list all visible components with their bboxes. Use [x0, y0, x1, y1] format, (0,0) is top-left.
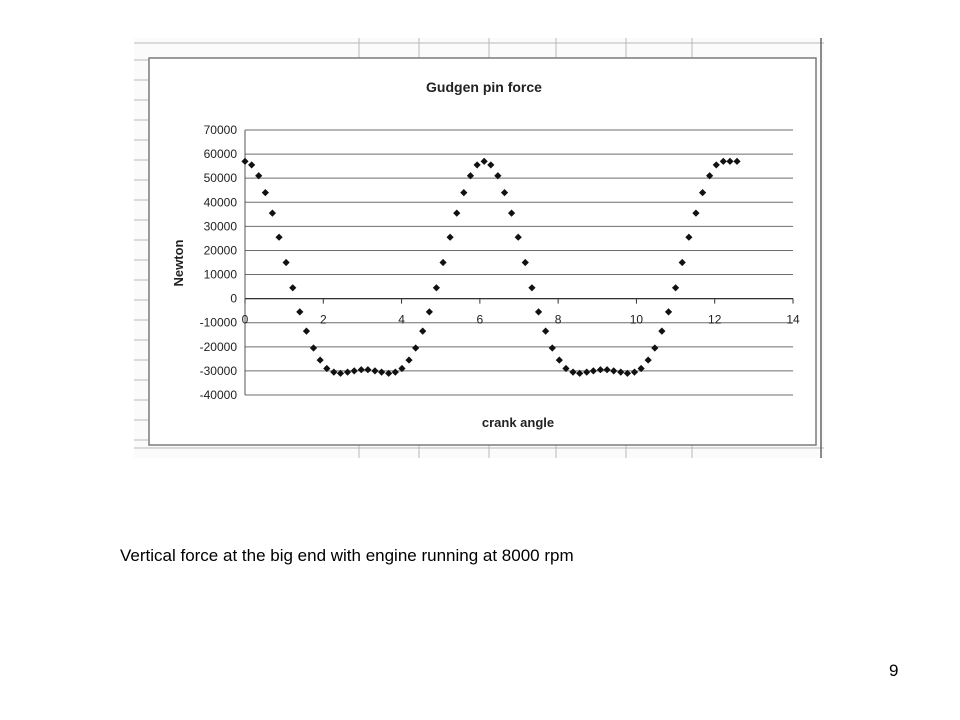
x-tick-label: 2 — [320, 313, 327, 327]
data-point — [630, 368, 639, 376]
chart-area — [148, 57, 817, 446]
y-tick-label: 20000 — [204, 243, 238, 257]
scanned-chart: 70000 60000 50000 40000 30000 20000 10000 0 -100… — [134, 38, 824, 458]
slide-caption: Vertical force at the big end with engin… — [120, 546, 574, 565]
y-tick-label: -20000 — [200, 340, 238, 354]
data-point — [733, 157, 741, 165]
data-point — [521, 258, 529, 267]
data-point — [466, 172, 475, 180]
x-tick-label: 6 — [477, 313, 484, 327]
data-point — [309, 344, 318, 352]
data-point — [678, 258, 686, 267]
x-tick-label: 10 — [630, 313, 644, 327]
data-point — [726, 157, 734, 165]
data-point — [419, 327, 427, 335]
data-point — [685, 233, 693, 241]
y-tick-label: -40000 — [200, 388, 238, 402]
data-point — [603, 366, 611, 374]
y-tick-labels: 70000 60000 50000 40000 30000 20000 10000 0 -100… — [200, 123, 238, 402]
data-point — [460, 189, 468, 197]
x-tick-marks — [244, 298, 794, 304]
data-point — [555, 356, 563, 364]
x-tick-label: 14 — [786, 313, 800, 327]
data-point — [398, 364, 406, 373]
data-point — [391, 368, 399, 376]
data-point — [671, 284, 680, 292]
data-point — [371, 367, 379, 375]
data-point — [364, 366, 372, 374]
data-point — [453, 209, 461, 217]
data-point — [623, 369, 632, 377]
data-point — [282, 258, 290, 267]
data-point — [569, 368, 577, 376]
data-point — [617, 368, 625, 376]
data-point — [596, 366, 605, 374]
data-point — [610, 367, 618, 375]
y-tick-label: 70000 — [204, 123, 238, 137]
y-tick-label: -10000 — [200, 316, 238, 330]
chart: 70000 60000 50000 40000 30000 20000 10000 0 -100… — [134, 38, 824, 458]
x-axis-label: crank angle — [482, 415, 554, 430]
data-point — [412, 344, 420, 352]
y-tick-label: -30000 — [200, 364, 238, 378]
y-tick-label: 60000 — [204, 147, 238, 161]
data-point — [494, 172, 502, 180]
data-point — [500, 189, 509, 197]
data-point — [576, 369, 584, 377]
data-point — [644, 356, 652, 364]
x-tick-label: 8 — [555, 313, 562, 327]
data-point — [446, 233, 454, 241]
y-axis-label: Newton — [171, 239, 186, 286]
data-point — [296, 308, 304, 316]
x-tick-label: 12 — [708, 313, 722, 327]
data-point — [692, 209, 700, 217]
data-point — [589, 367, 597, 375]
data-point — [542, 327, 550, 335]
data-point — [385, 369, 393, 377]
y-tick-label: 0 — [230, 292, 237, 306]
data-point — [241, 157, 249, 165]
data-point — [583, 368, 591, 376]
data-point — [425, 308, 433, 316]
chart-title: Gudgen pin force — [426, 79, 542, 95]
data-point — [664, 308, 673, 316]
x-tick-label: 0 — [242, 313, 249, 327]
data-point — [473, 161, 481, 169]
data-point — [507, 209, 516, 217]
data-point — [405, 356, 413, 364]
y-tick-label: 40000 — [204, 195, 238, 209]
data-point — [637, 364, 645, 373]
data-point — [651, 344, 659, 352]
data-point — [719, 157, 727, 165]
data-point — [658, 327, 666, 335]
y-tick-label: 10000 — [204, 268, 238, 282]
data-point — [248, 161, 256, 169]
y-tick-label: 30000 — [204, 219, 238, 233]
data-point — [439, 258, 447, 267]
data-point — [480, 157, 488, 165]
y-tick-label: 50000 — [204, 171, 238, 185]
data-point — [487, 161, 495, 169]
data-point — [706, 172, 714, 180]
data-point — [316, 356, 324, 364]
data-point — [698, 189, 707, 197]
data-point — [548, 344, 556, 352]
page-number: 9 — [889, 661, 899, 680]
data-point — [514, 233, 522, 241]
data-point — [357, 366, 365, 374]
x-tick-labels: 0 2 4 6 8 10 12 14 — [242, 313, 800, 327]
data-point — [712, 161, 720, 169]
x-tick-label: 4 — [398, 313, 405, 327]
data-point — [534, 308, 543, 316]
data-point — [562, 364, 570, 373]
data-point — [302, 327, 311, 335]
data-point — [378, 368, 386, 376]
